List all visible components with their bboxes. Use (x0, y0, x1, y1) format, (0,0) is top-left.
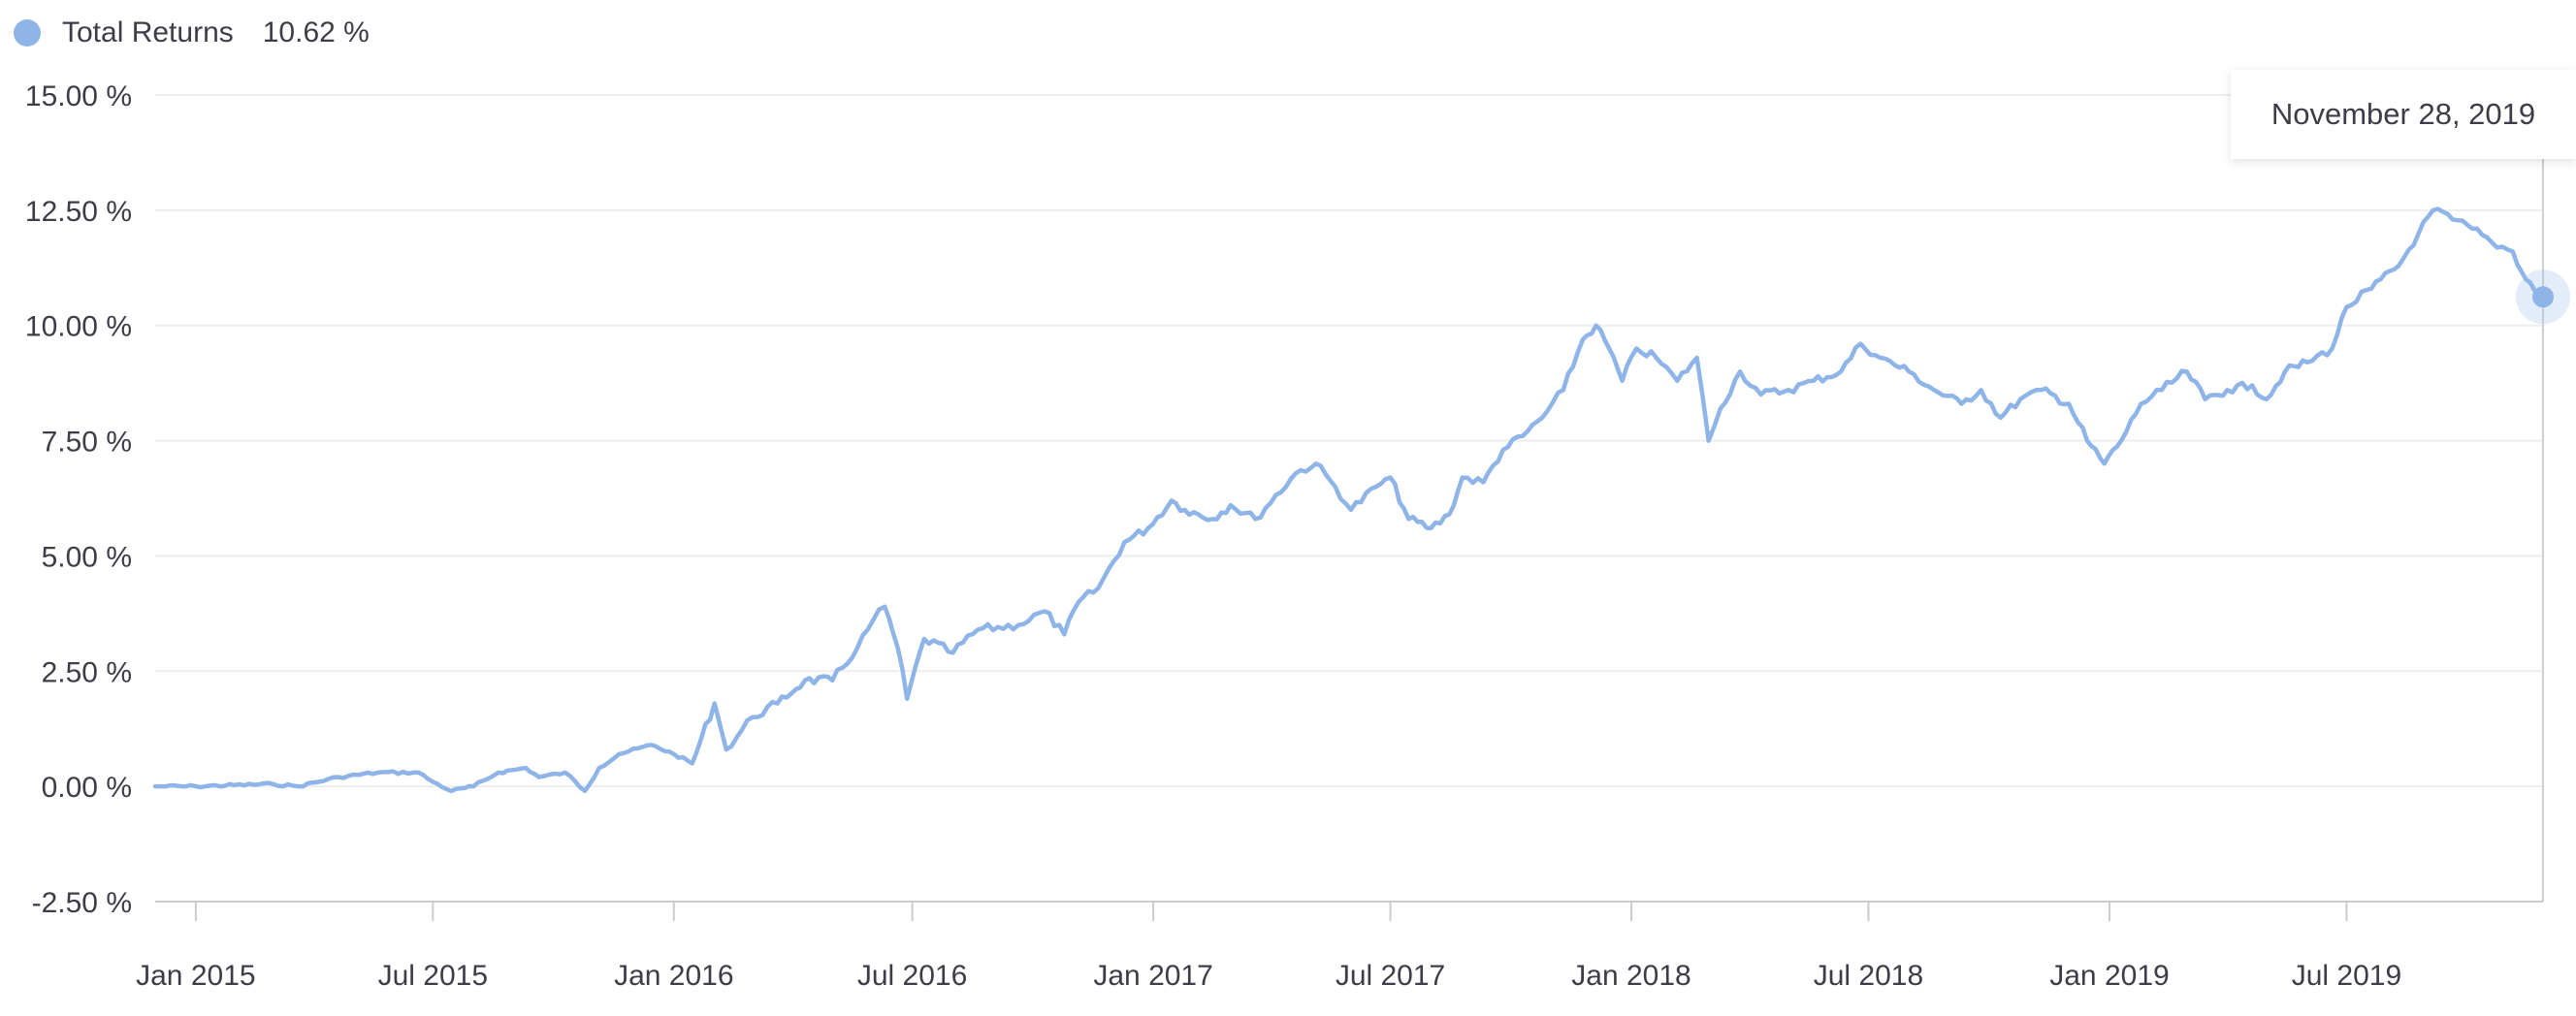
y-axis-ticks: -2.50 % 0.00 % 2.50 % 5.00 % 7.50 % 10.00 % 12… (25, 80, 132, 919)
x-axis: Jan 2015 Jul 2015 Jan 2016 Jul 2016 Jan 2017… (136, 901, 2543, 992)
x-tick-label: Jan 2017 (1093, 960, 1212, 992)
y-tick-label: 5.00 % (42, 541, 132, 573)
y-tick-label: 10.00 % (25, 311, 132, 343)
y-tick-label: -2.50 % (32, 887, 132, 919)
y-tick-label: 7.50 % (42, 427, 132, 459)
tooltip-date-text: November 28, 2019 (2270, 97, 2536, 131)
tooltip-date: November 28, 2019 (2231, 70, 2576, 159)
y-tick-label: 2.50 % (42, 656, 132, 688)
gridlines (155, 94, 2543, 788)
x-tick-label: Jan 2015 (136, 960, 255, 992)
hover-marker-layer (2516, 270, 2570, 325)
y-tick-label: 0.00 % (42, 772, 132, 804)
legend-value: 10.62 % (262, 16, 370, 48)
x-tick-label: Jul 2017 (1336, 960, 1445, 992)
x-tick-label: Jan 2016 (614, 960, 733, 992)
legend-label: Total Returns (62, 16, 234, 48)
legend-marker (14, 19, 41, 47)
x-tick-label: Jul 2018 (1814, 960, 1923, 992)
series-line-total-returns (152, 206, 2546, 794)
hover-point (2532, 286, 2554, 308)
x-tick-label: Jan 2018 (1571, 960, 1690, 992)
x-tick-label: Jul 2019 (2292, 960, 2401, 992)
legend[interactable]: Total Returns 10.62 % (14, 12, 370, 54)
series-layer (152, 206, 2546, 794)
x-tick-label: Jul 2015 (378, 960, 488, 992)
x-tick-label: Jul 2016 (857, 960, 967, 992)
y-tick-label: 15.00 % (25, 80, 132, 112)
y-tick-label: 12.50 % (25, 196, 132, 228)
x-tick-label: Jan 2019 (2049, 960, 2169, 992)
